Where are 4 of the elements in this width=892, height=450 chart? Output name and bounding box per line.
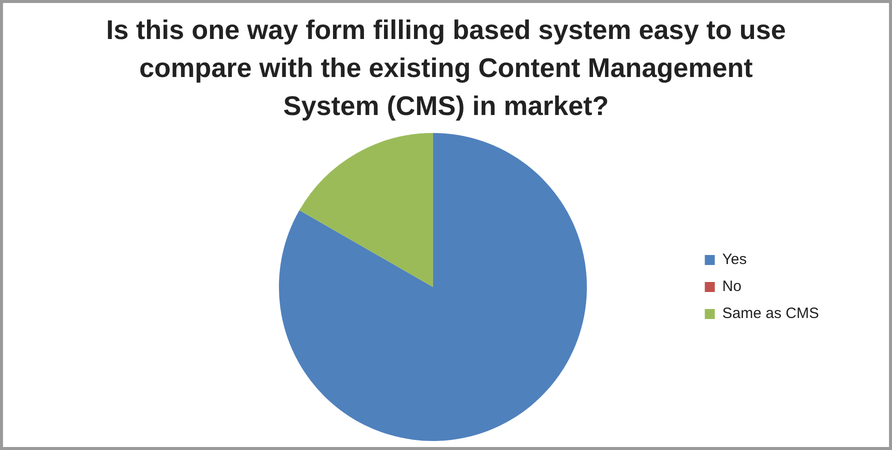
chart-title: Is this one way form filling based system easy to use compare with the existing Content Management System (CMS) in market?	[105, 14, 787, 123]
legend-label: Yes	[722, 251, 747, 268]
legend-label: No	[722, 278, 742, 296]
legend-label: Same as CMS	[722, 305, 820, 322]
